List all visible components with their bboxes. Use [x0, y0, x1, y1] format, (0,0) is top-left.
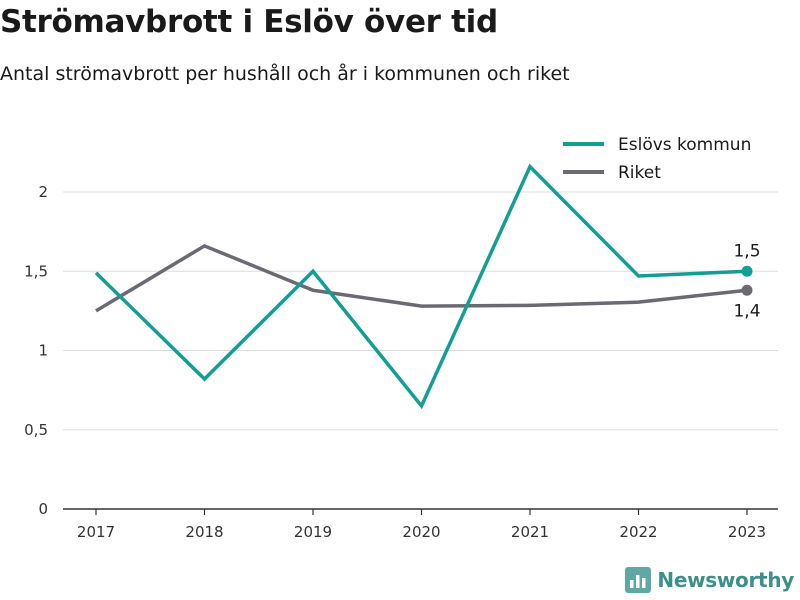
- series-line-eslovs-kommun: [94, 163, 748, 410]
- x-tick-label: 2019: [294, 523, 332, 541]
- y-tick-label: 1,5: [24, 262, 48, 280]
- data-label: 1,4: [733, 301, 760, 321]
- series-end-point: [741, 265, 753, 277]
- x-tick-label: 2022: [619, 523, 657, 541]
- x-tick-label: 2020: [402, 523, 440, 541]
- x-tick-label: 2021: [511, 523, 549, 541]
- x-tick-label: 2023: [728, 523, 766, 541]
- x-tick-label: 2017: [77, 523, 115, 541]
- y-tick-label: 1: [38, 342, 48, 360]
- chart-subtitle: Antal strömavbrott per hushåll och år i …: [0, 63, 570, 85]
- series-end-point: [741, 284, 753, 296]
- newsworthy-logo-icon: [625, 567, 652, 593]
- newsworthy-brand: Newsworthy: [625, 567, 794, 593]
- chart-title: Strömavbrott i Eslöv över tid: [0, 4, 498, 40]
- brand-name: Newsworthy: [657, 568, 794, 592]
- x-tick-label: 2018: [185, 523, 223, 541]
- legend-label: Eslövs kommun: [618, 135, 751, 155]
- legend-label: Riket: [618, 163, 661, 183]
- data-label: 1,5: [733, 241, 760, 261]
- y-tick-label: 0: [38, 500, 48, 518]
- y-tick-label: 0,5: [24, 421, 48, 439]
- series-line-riket: [95, 243, 748, 313]
- y-tick-label: 2: [38, 183, 48, 201]
